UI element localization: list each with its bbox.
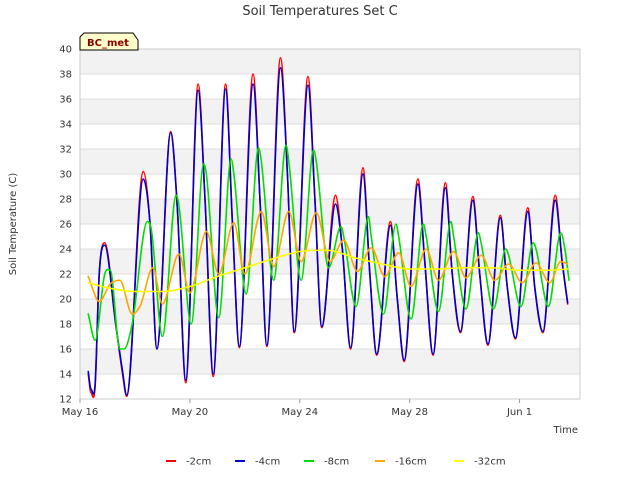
plot-band — [80, 274, 580, 299]
series-layer — [87, 56, 570, 398]
plot-band — [80, 49, 580, 74]
x-axis-label: Time — [553, 425, 578, 436]
legend-label: -2cm — [186, 457, 211, 468]
y-tick-label: 34 — [59, 120, 72, 131]
y-tick-label: 40 — [59, 45, 72, 56]
y-tick-label: 16 — [59, 345, 72, 356]
legend-label: -16cm — [395, 457, 427, 468]
y-tick-label: 14 — [59, 370, 72, 381]
legend-label: -4cm — [255, 457, 280, 468]
x-axis-ticks: May 16 May 20 May 24 May 28 Jun 1 — [62, 399, 532, 418]
plot-band — [80, 149, 580, 174]
x-tick-label: May 16 — [62, 407, 99, 418]
y-tick-label: 28 — [59, 195, 72, 206]
y-tick-label: 18 — [59, 320, 72, 331]
series-line-8cmcm — [87, 144, 570, 350]
station-badge: BC_met — [79, 32, 139, 51]
x-tick-label: May 24 — [281, 407, 318, 418]
plot-band — [80, 99, 580, 124]
y-axis-ticks: 12 14 16 18 20 22 24 26 28 30 32 34 36 38 40 — [59, 45, 72, 406]
y-tick-label: 30 — [59, 170, 72, 181]
x-tick-label: Jun 1 — [506, 407, 532, 418]
legend-label: -8cm — [324, 457, 349, 468]
x-tick-label: May 28 — [391, 407, 428, 418]
y-tick-label: 36 — [59, 95, 72, 106]
plot-frame — [79, 48, 581, 400]
plot-band — [80, 124, 580, 149]
y-axis-label: Soil Temperature (C) — [8, 173, 19, 276]
chart-title: Soil Temperatures Set C — [242, 4, 397, 19]
legend-label: -32cm — [474, 457, 506, 468]
y-tick-label: 24 — [59, 245, 72, 256]
station-badge-box — [79, 32, 139, 51]
legend: -2cm -4cm -8cm -16cm -32cm — [166, 457, 506, 468]
plot-band — [80, 374, 580, 399]
plot-band — [80, 349, 580, 374]
x-tick-label: May 20 — [172, 407, 209, 418]
y-tick-label: 22 — [59, 270, 72, 281]
plot-band — [80, 199, 580, 224]
y-tick-label: 26 — [59, 220, 72, 231]
plot-band — [80, 174, 580, 199]
plot-band — [80, 74, 580, 99]
y-tick-label: 38 — [59, 70, 72, 81]
series-line-32cmcm — [87, 249, 569, 293]
y-tick-label: 32 — [59, 145, 72, 156]
series-line-16cmcm — [87, 210, 569, 315]
station-badge-label: BC_met — [87, 38, 129, 49]
y-tick-label: 12 — [59, 395, 72, 406]
y-tick-label: 20 — [59, 295, 72, 306]
plot-band — [80, 324, 580, 349]
